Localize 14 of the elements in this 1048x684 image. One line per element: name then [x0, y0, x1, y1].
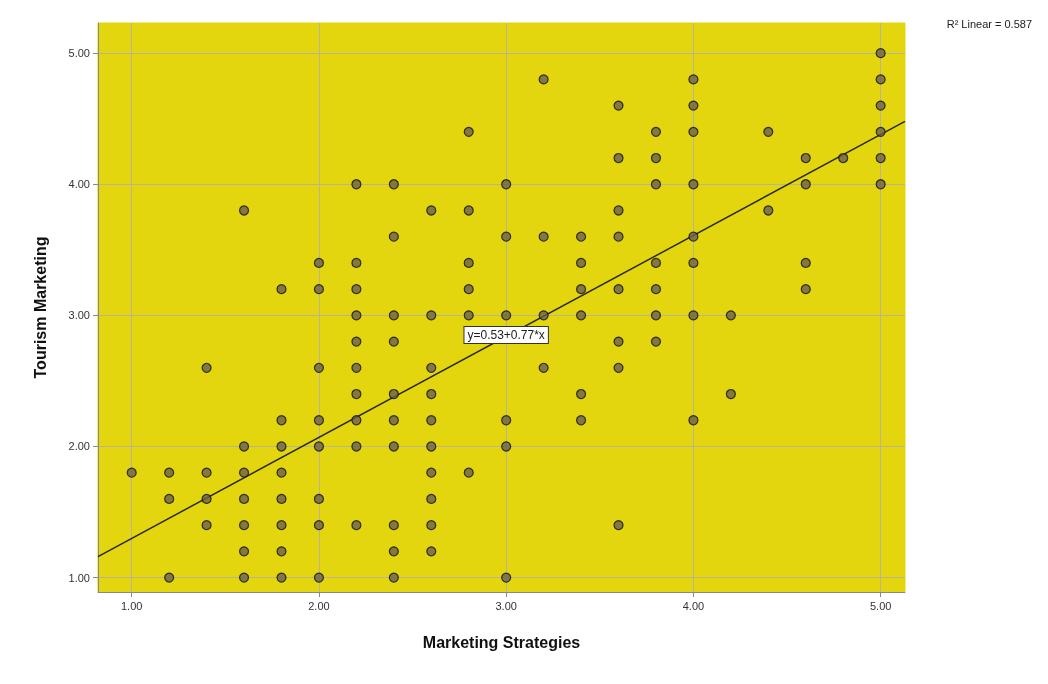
y-tick-label: 1.00 [68, 571, 90, 584]
y-tick-label: 3.00 [68, 309, 90, 322]
x-tick-label: 2.00 [308, 599, 330, 612]
annotation: y=0.53+0.77*x [467, 328, 545, 343]
text: R² Linear = 0.587 [946, 17, 1033, 30]
x-axis-title: Marketing Strategies [422, 633, 581, 651]
x-tick-label: 5.00 [869, 599, 892, 612]
y-tick-label: 5.00 [68, 47, 90, 60]
x-tick-label: 4.00 [682, 599, 705, 612]
x-tick-label: 1.00 [120, 599, 143, 612]
y-tick-label: 4.00 [68, 178, 90, 191]
x-tick-label: 3.00 [495, 599, 517, 612]
y-tick-label: 2.00 [68, 440, 90, 453]
y-axis-title: Tourism Marketing [31, 236, 49, 379]
